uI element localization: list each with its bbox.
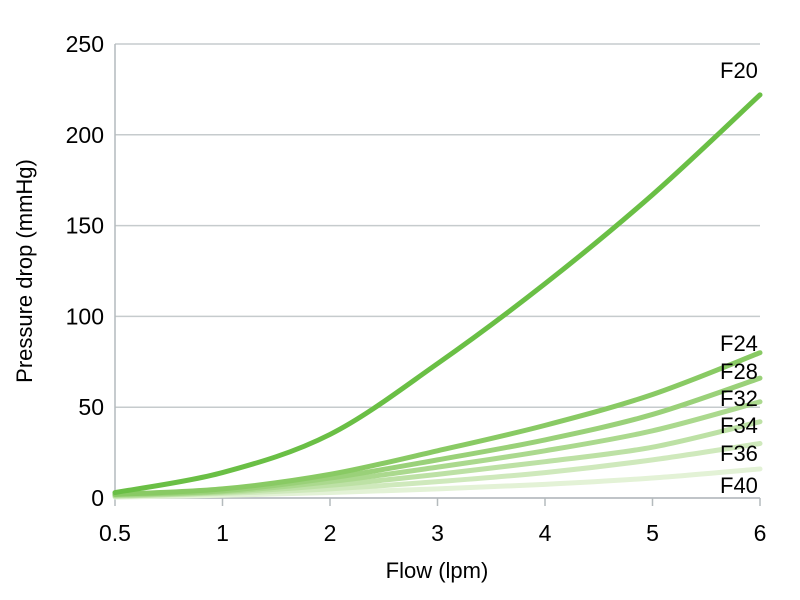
y-tick-label-100: 100 xyxy=(66,303,104,329)
x-tick-label-6: 6 xyxy=(754,520,767,546)
curve-F24 xyxy=(112,350,763,497)
axis-layer xyxy=(114,44,761,506)
x-tick-label-3: 3 xyxy=(431,520,444,546)
series-label-F32: F32 xyxy=(720,386,758,411)
series-label-F40: F40 xyxy=(720,473,758,498)
curve-layer xyxy=(112,92,763,500)
x-tick-label-0.5: 0.5 xyxy=(99,520,131,546)
y-axis-title: Pressure drop (mmHg) xyxy=(12,159,37,383)
x-axis-title: Flow (lpm) xyxy=(386,558,489,583)
x-tick-label-4: 4 xyxy=(539,520,552,546)
series-label-F34: F34 xyxy=(720,413,758,438)
curve-F20 xyxy=(112,92,763,496)
series-label-F20: F20 xyxy=(720,58,758,83)
text-layer: Pressure drop (mmHg) Flow (lpm) 05010015… xyxy=(12,31,766,583)
series-label-F24: F24 xyxy=(720,331,758,356)
y-tick-label-250: 250 xyxy=(66,31,104,57)
series-label-F28: F28 xyxy=(720,359,758,384)
y-tick-label-200: 200 xyxy=(66,122,104,148)
y-tick-label-50: 50 xyxy=(78,394,104,420)
y-tick-label-150: 150 xyxy=(66,213,104,239)
y-tick-label-0: 0 xyxy=(91,485,104,511)
x-tick-label-2: 2 xyxy=(324,520,337,546)
x-tick-label-1: 1 xyxy=(216,520,229,546)
series-label-F36: F36 xyxy=(720,441,758,466)
x-tick-label-5: 5 xyxy=(646,520,659,546)
